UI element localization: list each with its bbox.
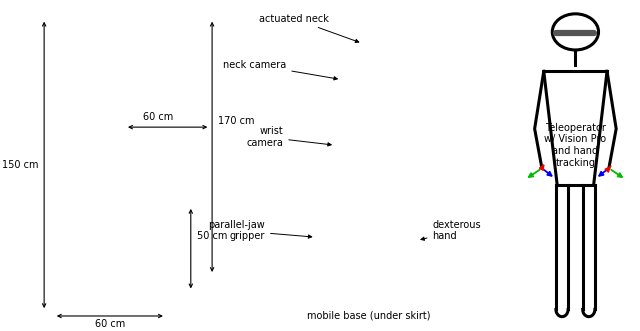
Text: parallel-jaw
gripper: parallel-jaw gripper [208,220,312,241]
Text: mobile base (under skirt): mobile base (under skirt) [307,311,430,321]
Text: 170 cm: 170 cm [218,116,255,125]
Text: neck camera: neck camera [223,60,337,80]
Text: 60 cm: 60 cm [95,319,125,329]
Text: 150 cm: 150 cm [2,160,38,170]
Text: 60 cm: 60 cm [143,112,173,122]
Text: wrist
camera: wrist camera [246,126,331,148]
Text: Teleoperator
w/ Vision Pro
and hand
tracking: Teleoperator w/ Vision Pro and hand trac… [545,123,607,167]
Text: 50 cm: 50 cm [197,230,227,241]
Bar [49,14,195,309]
Text: actuated neck: actuated neck [259,14,359,42]
Text: dexterous
hand: dexterous hand [421,220,481,241]
